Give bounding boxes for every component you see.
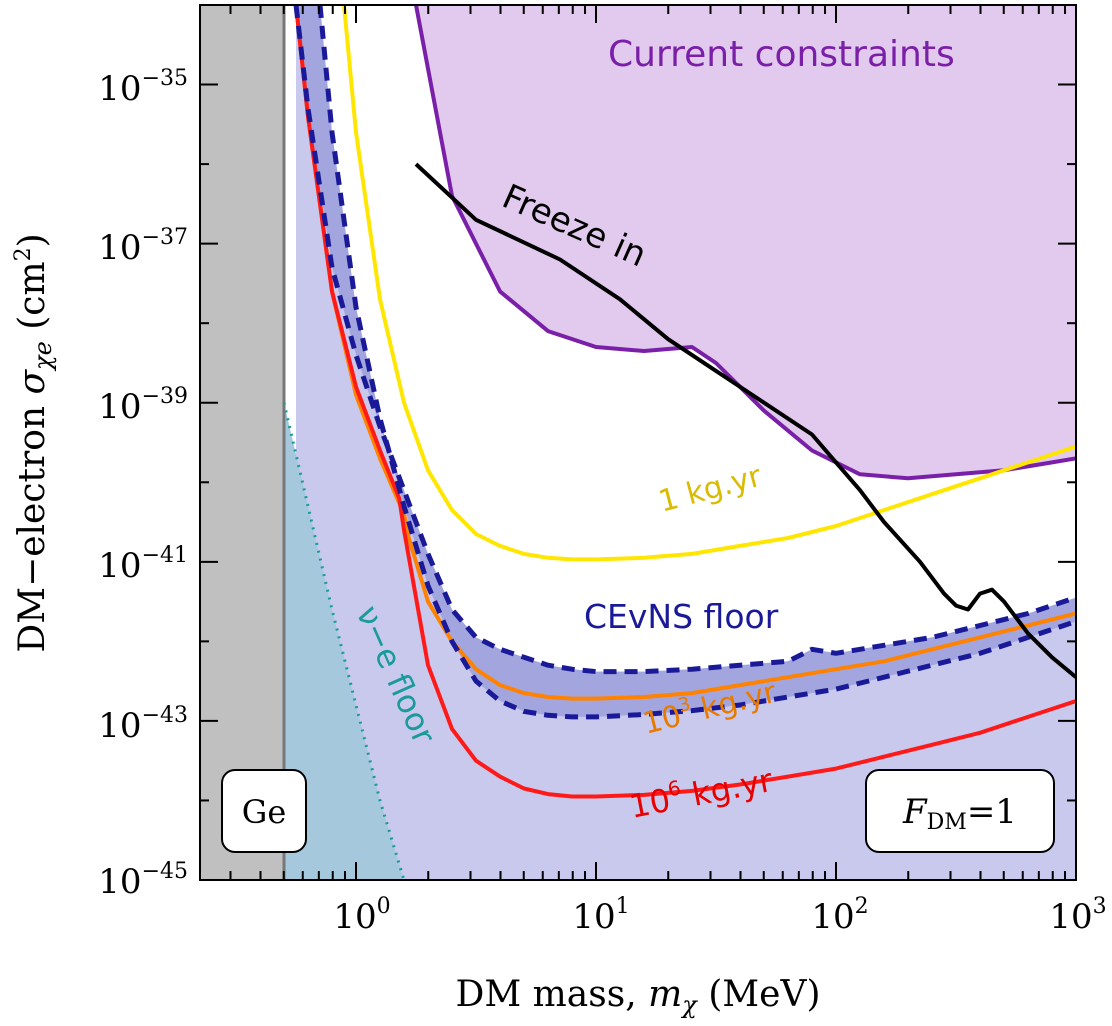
x-tick-exp-3: 3 [1093,894,1107,919]
y-tick-base-2: 10 [98,387,141,427]
one-kg-yr-line [342,5,1076,562]
cevns-floor-label: CEvNS floor [584,597,779,636]
y-tick-base-0: 10 [98,69,141,109]
y-tick-base-4: 10 [98,706,141,746]
y-axis-label-sup: 2 [11,247,36,261]
y-tick-exp-1: −37 [142,225,188,250]
nu-e-floor-region [284,402,404,880]
million-kg-yr-line [294,5,1076,799]
y-tick-label-1: 10−37 [98,225,188,268]
y-axis-label-sub: χe [29,341,57,372]
y-axis-label-symbol: σ [12,369,53,395]
x-tick-exp-0: 0 [377,894,391,919]
y-tick-exp-5: −45 [142,859,188,884]
x-tick-base-0: 10 [333,897,376,937]
series-layer [282,5,1076,880]
y-tick-base-5: 10 [98,862,141,902]
x-tick-label-0: 100 [333,894,390,937]
fdm-label: FDM=1 [902,792,1017,835]
y-tick-exp-0: −35 [142,66,188,91]
x-tick-exp-2: 2 [855,894,869,919]
x-axis-label-symbol: m [648,974,682,1015]
fdm-symbol: F [902,792,928,832]
cevns-uncertainty-band [296,5,1076,717]
x-tick-label-3: 103 [1049,894,1106,937]
y-tick-exp-4: −43 [142,703,188,728]
plot-area: Current constraints Freeze in 1 kg.yr CE… [200,5,1076,880]
million-kg-exp: 6 [666,775,683,801]
x-axis-label-suffix: (MeV) [697,974,821,1015]
thousand-kg-exp: 3 [676,693,693,717]
ge-label: Ge [242,793,287,831]
current-constraints-label: Current constraints [608,34,955,75]
x-tick-exp-1: 1 [616,894,630,919]
x-tick-base-1: 10 [572,897,615,937]
freeze-in-line [414,162,1076,679]
x-tick-base-3: 10 [1049,897,1092,937]
x-axis-label: DM mass, mχ (MeV) [456,974,821,1019]
y-tick-base-1: 10 [98,228,141,268]
plot-frame [199,4,1077,881]
cevns-floor-lower-line [317,5,1076,720]
y-tick-exp-2: −39 [142,384,188,409]
y-tick-label-0: 10−35 [98,66,188,109]
x-axis-label-prefix: DM mass, [456,974,649,1015]
y-tick-labels: 10−35 10−37 10−39 10−41 10−43 10−45 [98,66,188,902]
x-tick-label-1: 101 [572,894,629,937]
y-tick-label-2: 10−39 [98,384,188,427]
x-tick-base-2: 10 [811,897,854,937]
y-tick-label-5: 10−45 [98,859,188,902]
y-tick-label-4: 10−43 [98,703,188,746]
x-axis-label-sub: χ [680,991,698,1019]
y-axis-label-open: (cm [12,261,53,341]
fdm-value: =1 [967,792,1017,832]
ge-threshold-region [200,5,284,880]
y-tick-label-3: 10−41 [98,543,188,586]
nu-e-floor-line [282,402,406,880]
y-axis-label: DM−electron σχe (cm2) [11,233,57,652]
x-tick-label-2: 102 [811,894,868,937]
y-tick-base-3: 10 [98,546,141,586]
fdm-label-box [865,769,1055,853]
y-axis-label-close: ) [12,233,53,247]
y-tick-exp-3: −41 [142,543,188,568]
y-axis-label-prefix: DM−electron [12,395,53,653]
fdm-subscript: DM [927,810,967,835]
current-constraints-region [416,5,1076,479]
ge-label-box [221,769,307,853]
million-kg-base: 10 [626,781,673,826]
thousand-kg-yr-line [294,5,1076,701]
x-tick-labels: 100 101 102 103 [333,894,1106,937]
